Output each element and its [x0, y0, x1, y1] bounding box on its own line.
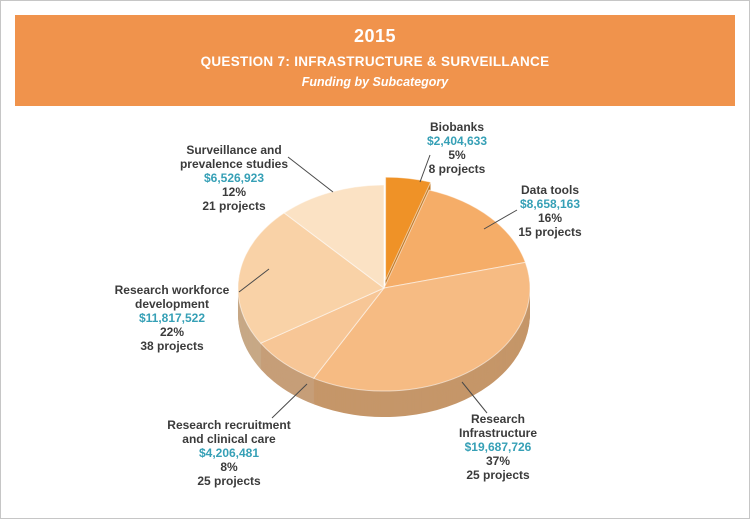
slice-label-research-infrastructure: Research Infrastructure $19,687,726 37% …	[443, 412, 553, 482]
callout-line	[238, 268, 270, 293]
chart-title: QUESTION 7: INFRASTRUCTURE & SURVEILLANC…	[200, 54, 550, 69]
slice-name: Surveillance and prevalence studies	[179, 143, 289, 171]
callout-line	[287, 156, 334, 193]
slice-percent: 22%	[159, 325, 185, 339]
slice-label-data-tools: Data tools $8,658,163 16% 15 projects	[495, 183, 605, 239]
callout-line	[419, 154, 431, 183]
pie-slice-1[interactable]	[383, 189, 527, 289]
slice-percent: 8%	[220, 460, 238, 474]
slice-name: Research recruitment and clinical care	[167, 418, 291, 446]
slice-label-research-workforce: Research workforce development $11,817,5…	[107, 283, 237, 353]
pie-slice-5[interactable]	[283, 184, 385, 290]
chart-year: 2015	[353, 26, 397, 46]
slice-label-research-recruitment: Research recruitment and clinical care $…	[159, 418, 299, 488]
slice-projects: 8 projects	[428, 162, 486, 176]
chart-header: 2015 QUESTION 7: INFRASTRUCTURE & SURVEI…	[15, 15, 735, 106]
slice-name: Research workforce development	[114, 283, 230, 311]
slice-name: Biobanks	[429, 120, 484, 134]
slice-projects: 15 projects	[518, 225, 582, 239]
pie-slice-2[interactable]	[312, 261, 531, 392]
slice-amount: $19,687,726	[464, 440, 532, 454]
slice-projects: 38 projects	[140, 339, 204, 353]
slice-projects: 25 projects	[466, 468, 530, 482]
callout-line	[483, 209, 518, 230]
pie-slice-0[interactable]	[385, 176, 432, 281]
slice-amount: $2,404,633	[426, 134, 488, 148]
slice-label-biobanks: Biobanks $2,404,633 5% 8 projects	[392, 120, 522, 176]
slice-percent: 12%	[221, 185, 247, 199]
slice-amount: $6,526,923	[203, 171, 265, 185]
slice-amount: $11,817,522	[138, 311, 206, 325]
slice-percent: 5%	[448, 148, 466, 162]
slice-percent: 37%	[485, 454, 511, 468]
pie-slice-4[interactable]	[237, 212, 385, 344]
slice-amount: $4,206,481	[198, 446, 260, 460]
slice-projects: 21 projects	[202, 199, 266, 213]
slice-name: Research Infrastructure	[458, 412, 538, 440]
slice-label-surveillance: Surveillance and prevalence studies $6,5…	[174, 143, 294, 213]
slice-amount: $8,658,163	[519, 197, 581, 211]
slice-name: Data tools	[520, 183, 579, 197]
slice-percent: 16%	[537, 211, 563, 225]
callout-line	[461, 381, 488, 414]
slice-projects: 25 projects	[197, 474, 261, 488]
chart-subtitle: Funding by Subcategory	[301, 75, 449, 89]
callout-line	[271, 383, 308, 419]
